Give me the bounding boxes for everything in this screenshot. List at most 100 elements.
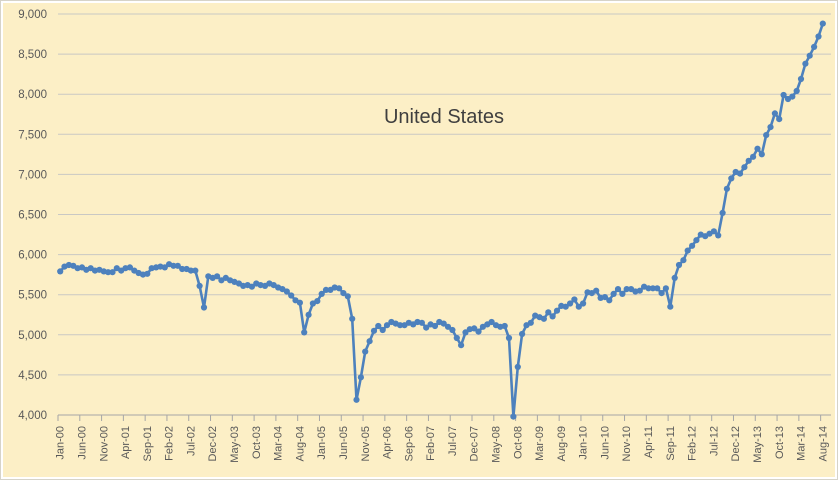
data-point-marker [431,322,439,330]
data-point-marker [540,315,548,322]
data-point-marker [322,286,330,293]
x-tick-label: May-03 [229,426,241,463]
data-point-marker [606,297,613,304]
data-point-marker [571,296,578,303]
data-point-marker [200,304,208,311]
x-tick-label: Oct-08 [512,426,524,459]
data-point-marker [593,287,600,294]
data-point-marker [567,300,574,307]
data-point-marker [192,267,199,274]
y-tick-label: 8,500 [18,49,47,61]
data-point-marker [575,303,582,310]
data-point-marker [144,270,151,277]
data-point-marker [780,91,787,99]
data-series [57,20,826,420]
x-tick-label: Jan-00 [55,426,67,460]
data-point-marker [349,315,356,322]
data-point-marker [170,262,177,269]
data-point-marker [397,322,404,329]
data-point-marker [645,285,652,292]
x-tick-label: Dec-02 [207,426,219,461]
x-tick-label: Mar-09 [534,426,546,461]
x-tick-label: Nov-05 [360,426,372,461]
data-point-marker [719,209,726,216]
data-point-marker [610,290,617,297]
data-point-marker [684,247,691,254]
data-point-marker [362,348,369,355]
data-point-marker [819,20,826,27]
data-point-marker [553,307,561,314]
data-point-marker [105,269,112,276]
y-tick-label: 8,000 [18,89,47,101]
x-tick-label: Feb-02 [164,426,176,461]
data-point-marker [649,285,657,292]
data-point-marker [545,309,552,316]
data-point-marker [440,320,447,327]
data-point-marker [174,262,181,269]
data-point-marker [667,303,674,310]
data-point-marker [187,267,194,274]
data-point-marker [488,318,495,326]
x-tick-label: Jul-07 [447,426,459,456]
data-point-marker [379,326,386,334]
data-point-marker [283,288,290,295]
data-point-marker [689,242,696,249]
data-point-marker [549,313,556,320]
data-point-marker [57,268,64,275]
data-point-marker [514,363,521,370]
data-point-marker [510,413,517,420]
data-point-marker [366,338,373,345]
x-tick-label: Nov-10 [621,426,633,461]
data-point-marker [636,287,643,294]
data-point-marker [318,290,325,297]
x-tick-label: Jan-05 [316,426,328,460]
x-axis [57,414,831,421]
x-tick-label: Aug-09 [556,426,568,461]
data-point-marker [357,374,364,381]
data-point-marker [723,185,731,192]
data-point-marker [340,290,347,297]
data-point-marker [806,52,813,59]
x-tick-label: Jan-10 [578,426,590,460]
axis-labels: 9,000 8,500 8,000 7,500 7,000 6,500 6,000 5,500… [18,9,829,463]
data-point-marker [741,164,748,171]
x-tick-label: May-13 [752,426,764,463]
data-point-marker [449,326,456,334]
x-tick-label: Mar-14 [796,426,808,461]
data-point-marker [562,303,569,310]
data-point-marker [771,110,779,117]
x-tick-label: Sep-06 [403,426,415,461]
y-tick-label: 4,500 [18,370,47,382]
data-point-marker [802,60,809,67]
data-point-marker [109,269,116,276]
data-point-marker [654,285,661,292]
data-point-marker [370,327,378,334]
x-tick-label: Mar-04 [273,426,285,461]
data-point-marker [453,334,460,342]
y-tick-label: 6,500 [18,210,47,222]
x-tick-label: Sep-11 [665,426,677,461]
data-point-marker [789,93,796,100]
x-tick-label: Feb-12 [687,426,699,461]
data-point-marker [736,170,744,177]
x-tick-label: Jul-02 [185,426,197,456]
x-tick-label: Jun-05 [338,426,350,460]
data-point-marker [126,264,133,271]
data-point-marker [750,153,757,160]
data-point-marker [758,151,765,158]
x-tick-label: May-08 [490,426,502,463]
data-point-marker [776,116,783,123]
data-point-marker [710,228,718,235]
data-point-marker [444,323,452,330]
data-point-marker [423,324,430,331]
data-point-marker [693,237,700,244]
data-point-marker [797,75,805,83]
x-tick-label: Aug-04 [294,426,306,461]
y-tick-label: 6,000 [18,250,47,262]
data-point-marker [383,322,391,329]
x-tick-label: Apr-11 [643,426,655,458]
series-line [58,22,825,418]
data-point-marker [662,285,670,292]
